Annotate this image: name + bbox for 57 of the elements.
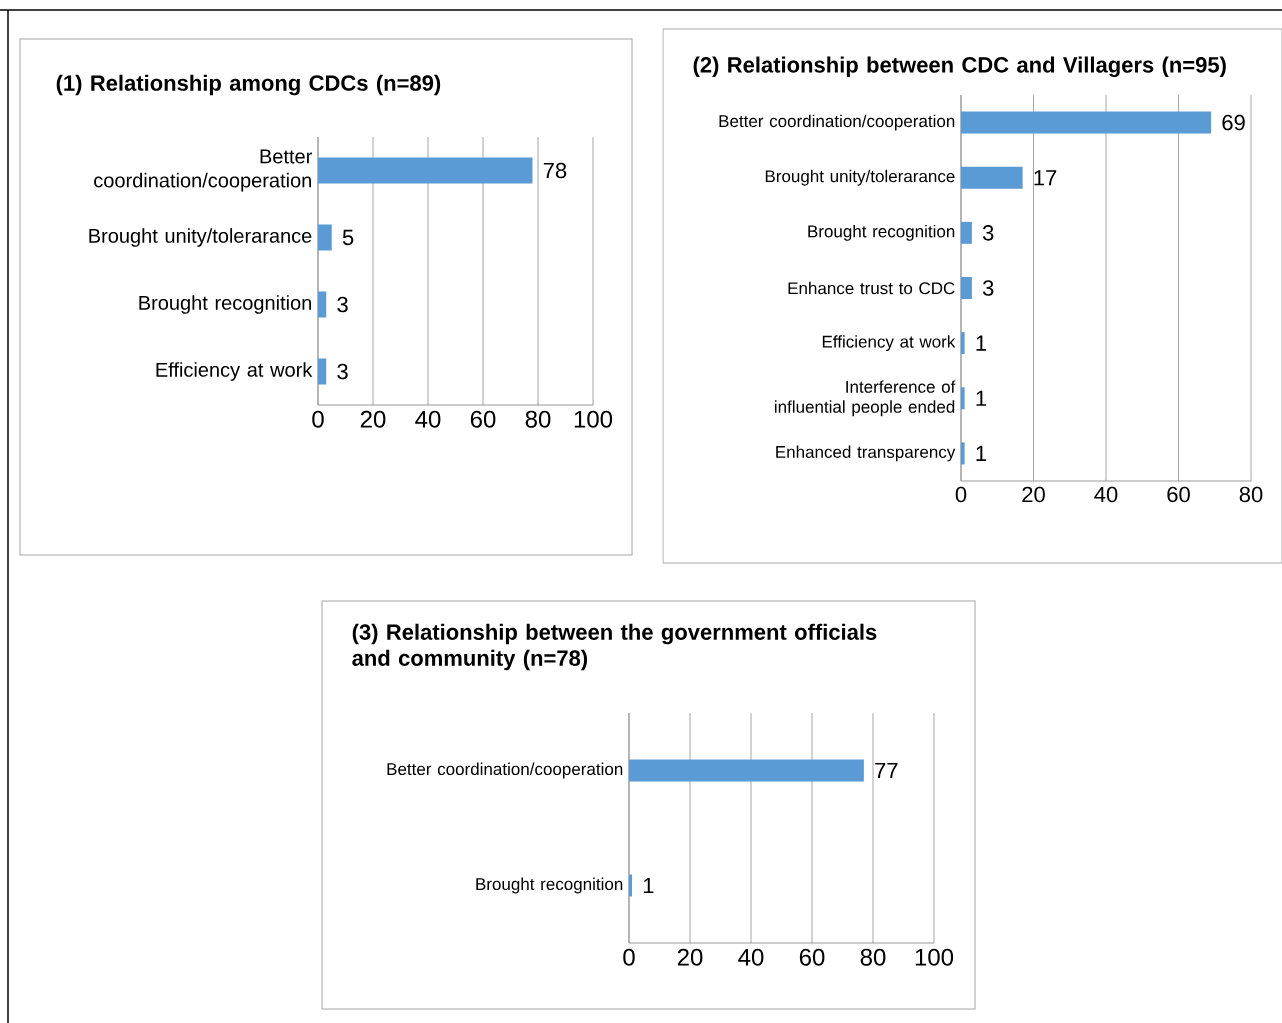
- x-tick-label: 60: [1167, 486, 1190, 503]
- bar: [961, 332, 965, 355]
- data-label: 1: [976, 335, 986, 351]
- chart-title: (3) Relationship between the government officials and community (n=78): [352, 623, 877, 671]
- x-tick-label: 80: [1239, 486, 1263, 503]
- bar: [961, 277, 972, 299]
- x-tick-label: 0: [312, 410, 324, 428]
- y-tick-label: Brought unity/tolerarance: [89, 228, 312, 247]
- bar: [961, 442, 965, 465]
- y-tick-label: Efficiency at work: [156, 362, 313, 381]
- x-tick-label: 40: [1094, 486, 1118, 503]
- data-label: 5: [342, 229, 354, 246]
- bar: [961, 387, 965, 410]
- bar: [318, 291, 327, 318]
- data-label: 1: [976, 390, 986, 406]
- data-label: 17: [1034, 170, 1057, 186]
- x-tick-label: 0: [955, 486, 967, 503]
- bar: [961, 166, 1023, 189]
- bar: [318, 358, 327, 385]
- data-label: 3: [982, 225, 994, 241]
- data-label: 3: [337, 296, 348, 313]
- data-label: 69: [1222, 114, 1245, 131]
- y-tick-label: Enhance trust to CDC: [788, 281, 955, 295]
- bar: [318, 224, 332, 251]
- x-tick-label: 20: [360, 410, 386, 428]
- y-tick-label: Interference of influential people ended: [775, 380, 956, 417]
- data-label: 3: [337, 363, 348, 380]
- bar: [961, 221, 972, 244]
- chart-title: (1) Relationship among CDCs (n=89): [56, 74, 441, 96]
- y-tick-label: Better coordination/cooperation: [94, 149, 312, 192]
- x-tick-label: 60: [799, 948, 825, 966]
- y-tick-label: Brought recognition: [139, 295, 311, 314]
- data-label: 77: [875, 762, 898, 779]
- x-tick-label: 40: [415, 410, 441, 428]
- x-tick-label: 100: [574, 410, 613, 428]
- chart-title: (2) Relationship between CDC and Villagers (n=95): [693, 56, 1226, 78]
- y-tick-label: Enhanced transparency: [776, 445, 956, 462]
- x-tick-label: 0: [623, 948, 635, 966]
- y-tick-label: Better coordination/cooperation: [387, 762, 623, 779]
- x-tick-label: 40: [738, 948, 764, 966]
- y-tick-label: Brought unity/tolerarance: [765, 169, 955, 186]
- x-tick-label: 20: [677, 948, 703, 966]
- x-tick-label: 80: [525, 410, 551, 428]
- x-tick-label: 80: [860, 948, 886, 966]
- x-tick-label: 100: [915, 948, 954, 966]
- y-tick-label: Brought recognition: [476, 877, 623, 894]
- bar: [961, 111, 1212, 134]
- data-label: 3: [982, 280, 994, 296]
- x-tick-label: 20: [1022, 486, 1045, 503]
- data-label: 1: [643, 877, 654, 894]
- x-tick-label: 60: [470, 410, 496, 428]
- data-label: 78: [543, 162, 567, 179]
- y-tick-label: Efficiency at work: [822, 335, 956, 352]
- bar: [318, 157, 533, 184]
- y-tick-label: Brought recognition: [808, 224, 955, 241]
- y-tick-label: Better coordination/cooperation: [719, 114, 955, 131]
- data-label: 1: [976, 445, 986, 461]
